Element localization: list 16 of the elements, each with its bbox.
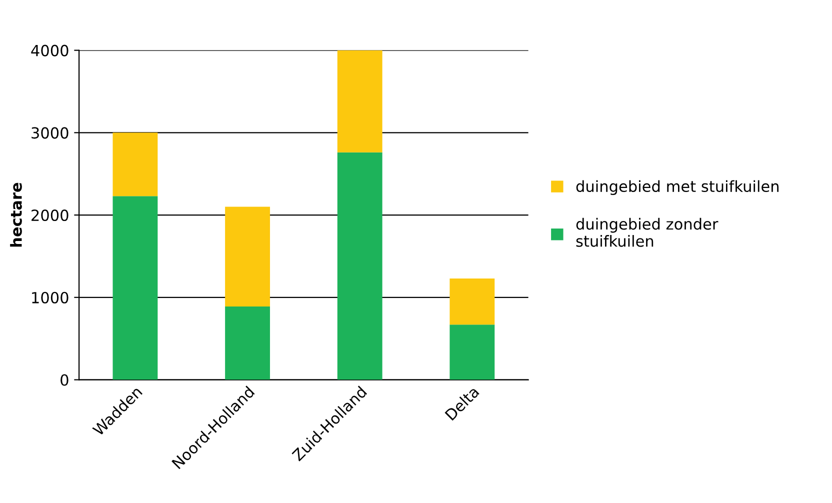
y-axis-title: hectare — [10, 182, 22, 247]
y-tick-label: 2000 — [32, 210, 68, 222]
y-tick-label: 0 — [60, 374, 68, 386]
bar — [337, 50, 382, 152]
y-tick-label: 4000 — [31, 44, 68, 56]
bar — [112, 132, 158, 196]
bar — [450, 324, 495, 380]
y-tick-label: 1000 — [32, 292, 68, 304]
bar — [225, 206, 270, 306]
legend-label: duingebied zonder stuifkuilen — [576, 218, 718, 247]
bar — [450, 278, 495, 325]
y-tick-label: 3000 — [32, 127, 68, 139]
bar — [112, 196, 158, 380]
bar — [225, 306, 270, 380]
bar — [337, 152, 382, 380]
legend-label: duingebied met stuifkuilen — [576, 180, 779, 196]
